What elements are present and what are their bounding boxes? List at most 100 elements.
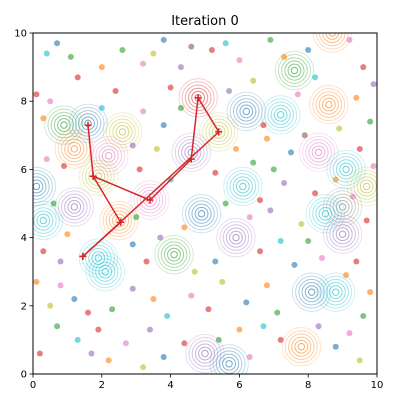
contour-ring bbox=[287, 63, 302, 78]
contour-ring bbox=[136, 186, 164, 214]
scatter-point-111 bbox=[294, 91, 301, 98]
contour-ring bbox=[291, 336, 312, 357]
contour-ring bbox=[118, 128, 127, 136]
scatter-point-103 bbox=[257, 248, 264, 255]
scatter-point-95 bbox=[112, 87, 119, 94]
contour-ring bbox=[91, 251, 106, 265]
contour-ring bbox=[67, 200, 82, 214]
scatter-point-57 bbox=[105, 357, 112, 364]
scatter-point-10 bbox=[150, 50, 157, 57]
contour-ring bbox=[290, 66, 299, 75]
contour-ring bbox=[229, 94, 263, 128]
contour-ring bbox=[36, 213, 51, 228]
scatter-point-115 bbox=[305, 238, 312, 245]
scatter-point-97 bbox=[177, 105, 184, 112]
scatter-point-27 bbox=[356, 145, 363, 152]
contour-ring bbox=[160, 241, 188, 268]
contour-ring bbox=[174, 135, 208, 169]
scatter-point-22 bbox=[346, 36, 353, 43]
scatter-point-62 bbox=[36, 350, 43, 357]
contour-ring bbox=[154, 234, 194, 275]
contour-ring bbox=[362, 182, 371, 191]
scatter-point-40 bbox=[353, 258, 360, 265]
contour-ring bbox=[101, 268, 109, 276]
scatter-point-18 bbox=[250, 77, 257, 84]
contour-ring bbox=[281, 327, 322, 367]
contour-ring bbox=[273, 107, 288, 122]
contour-ring bbox=[94, 254, 103, 262]
contour-ring bbox=[218, 353, 240, 374]
contour-ring bbox=[332, 156, 360, 183]
contour-ring bbox=[315, 203, 336, 224]
contour-ring bbox=[322, 33, 343, 44]
contour-cluster-22 bbox=[274, 50, 315, 91]
contour-ring bbox=[222, 224, 250, 251]
contour-ring bbox=[184, 84, 212, 112]
contour-ring bbox=[316, 272, 356, 312]
scatter-point-93 bbox=[160, 122, 167, 129]
contour-ring bbox=[332, 224, 353, 245]
contour-ring bbox=[33, 169, 53, 203]
contour-ring bbox=[105, 207, 133, 234]
scatter-point-28 bbox=[370, 162, 377, 169]
contour-ring bbox=[109, 118, 136, 146]
scatter-point-45 bbox=[356, 357, 363, 364]
contour-ring bbox=[208, 121, 229, 142]
scatter-point-84 bbox=[129, 241, 136, 248]
contour-ring bbox=[98, 264, 113, 279]
scatter-point-25 bbox=[353, 94, 360, 101]
contour-ring bbox=[239, 104, 254, 119]
scatter-point-59 bbox=[95, 326, 102, 333]
x-tick-label: 0 bbox=[30, 380, 36, 391]
contour-ring bbox=[318, 206, 333, 221]
path-marker-7 bbox=[194, 94, 202, 102]
contour-ring bbox=[322, 214, 363, 254]
contour-ring bbox=[294, 339, 309, 354]
y-axis-ticks: 0 2 4 6 8 10 bbox=[14, 29, 33, 381]
scatter-point-81 bbox=[50, 200, 57, 207]
contour-ring bbox=[226, 169, 260, 203]
contour-ring bbox=[335, 200, 350, 214]
scatter-point-109 bbox=[260, 122, 267, 129]
contour-ring bbox=[33, 200, 64, 241]
contour-ring bbox=[99, 200, 139, 241]
contour-ring bbox=[308, 142, 329, 163]
scatter-point-29 bbox=[336, 125, 343, 132]
contour-cluster-15 bbox=[199, 112, 239, 152]
contour-ring bbox=[202, 115, 236, 149]
contour-cluster-14 bbox=[178, 78, 218, 118]
contour-ring bbox=[305, 194, 346, 234]
contour-ring bbox=[191, 203, 212, 224]
contour-ring bbox=[81, 159, 115, 193]
contour-ring bbox=[318, 94, 339, 115]
scatter-point-105 bbox=[191, 268, 198, 275]
contour-ring bbox=[199, 112, 239, 152]
contour-ring bbox=[71, 106, 105, 140]
scatter-point-26 bbox=[367, 118, 374, 125]
contour-ring bbox=[57, 190, 91, 224]
scatter-point-5 bbox=[40, 115, 47, 122]
contour-ring bbox=[311, 145, 326, 160]
contour-ring bbox=[85, 252, 125, 292]
scatter-point-113 bbox=[349, 193, 356, 200]
contour-ring bbox=[295, 275, 329, 309]
contour-ring bbox=[216, 217, 256, 258]
contour-ring bbox=[70, 145, 78, 153]
contour-ring bbox=[284, 330, 318, 364]
scatter-point-4 bbox=[74, 74, 81, 81]
contour-ring bbox=[178, 78, 218, 118]
contour-ring bbox=[102, 112, 143, 152]
contour-ring bbox=[104, 152, 113, 160]
contour-ring bbox=[304, 285, 319, 300]
contour-ring bbox=[335, 227, 350, 242]
scatter-point-60 bbox=[74, 336, 81, 343]
contour-ring bbox=[276, 111, 285, 119]
scatter-point-55 bbox=[140, 364, 147, 371]
y-tick-label: 4 bbox=[21, 233, 27, 244]
contour-ring bbox=[201, 349, 209, 358]
scatter-point-66 bbox=[71, 295, 78, 302]
scatter-point-23 bbox=[360, 64, 367, 71]
contour-ring bbox=[181, 81, 215, 115]
scatter-point-104 bbox=[212, 258, 219, 265]
contour-cluster-6 bbox=[33, 200, 64, 241]
